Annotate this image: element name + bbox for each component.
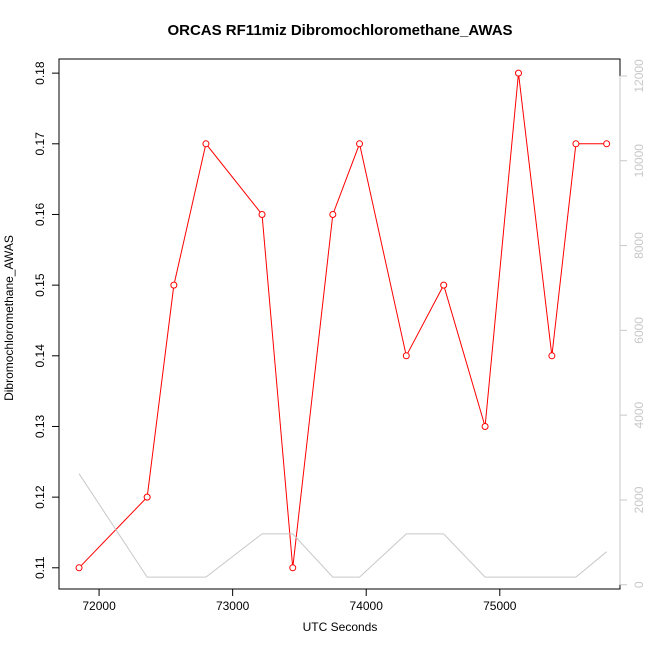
y2-tick-label: 6000	[632, 317, 646, 344]
y2-tick-label: 8000	[632, 232, 646, 259]
data-point	[572, 140, 580, 148]
x-axis-label: UTC Seconds	[303, 620, 378, 634]
x-tick-label: 75000	[483, 599, 517, 613]
y-tick-label: 0.18	[33, 61, 47, 85]
data-point	[440, 281, 448, 289]
y-tick-label: 0.15	[33, 273, 47, 297]
x-tick-label: 73000	[216, 599, 250, 613]
y2-tick-label: 10000	[632, 144, 646, 178]
y-tick-label: 0.13	[33, 414, 47, 438]
data-point	[170, 281, 178, 289]
data-point	[75, 564, 83, 572]
y-tick-label: 0.12	[33, 485, 47, 509]
y2-tick-label: 0	[632, 581, 646, 588]
data-point	[202, 140, 210, 148]
data-point	[402, 352, 410, 360]
x-tick-label: 74000	[350, 599, 384, 613]
series-layer	[75, 69, 611, 578]
data-point	[603, 140, 611, 148]
y2-tick-label: 12000	[632, 59, 646, 93]
data-point	[329, 210, 337, 218]
axes-layer: 72000 73000 74000 75000 0.11 0.12 0.13 0.14 0.15…	[33, 59, 646, 613]
primary-series-line	[78, 73, 607, 569]
data-point	[514, 69, 522, 77]
chart-title: ORCAS RF11miz Dibromochloromethane_AWAS	[167, 22, 512, 39]
data-point	[258, 210, 266, 218]
y-tick-label: 0.14	[33, 344, 47, 368]
x-tick-label: 72000	[82, 599, 116, 613]
y2-tick-label: 2000	[632, 486, 646, 513]
data-point	[548, 352, 556, 360]
data-point	[143, 493, 151, 501]
plot-frame	[58, 58, 621, 590]
data-point	[289, 564, 297, 572]
y-axis-label: Dibromochloromethane_AWAS	[2, 235, 16, 401]
y-tick-label: 0.11	[33, 556, 47, 579]
y-tick-label: 0.17	[33, 132, 47, 156]
y2-tick-label: 4000	[632, 401, 646, 428]
data-point	[356, 140, 364, 148]
y-tick-label: 0.16	[33, 202, 47, 226]
secondary-series-line	[78, 473, 607, 578]
data-point	[481, 422, 489, 430]
